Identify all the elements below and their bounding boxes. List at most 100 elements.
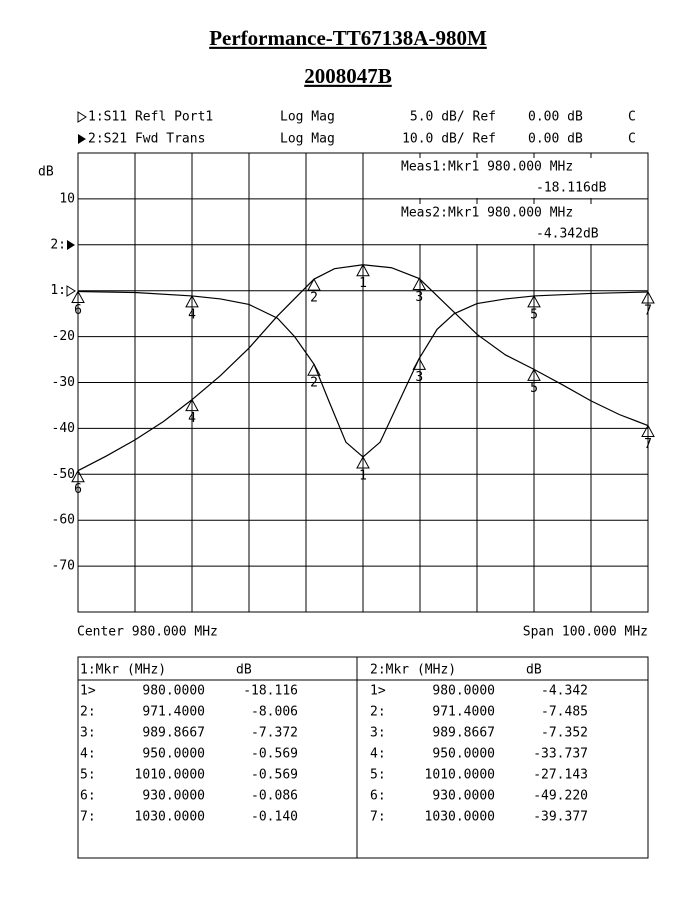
- y-axis-label: dB: [38, 165, 54, 180]
- trace1-symbol: [77, 111, 87, 123]
- table-cell: 3:: [80, 726, 96, 741]
- table-cell: 7:: [80, 810, 96, 825]
- marker-label: 5: [530, 307, 538, 322]
- subtitle: 2008047B: [304, 64, 392, 88]
- marker: [527, 368, 541, 381]
- marker-label: 7: [644, 303, 652, 318]
- trace-info: 0.00 dB: [528, 110, 583, 125]
- marker-label: 4: [188, 307, 196, 322]
- marker-label: 1: [359, 469, 367, 484]
- y-tick-label: 2:: [50, 237, 66, 252]
- table-cell: 6:: [370, 789, 386, 804]
- trace-info: C: [628, 110, 636, 125]
- table-cell: 4:: [370, 747, 386, 762]
- marker-label: 4: [188, 411, 196, 426]
- trace-info: 10.0 dB/ Ref: [402, 132, 496, 147]
- trace-info: 1:S11 Refl Port1: [88, 110, 213, 125]
- table-cell: 4:: [80, 747, 96, 762]
- table-cell: 3:: [370, 726, 386, 741]
- table-cell: -33.737: [533, 747, 588, 762]
- table-cell: -49.220: [533, 789, 588, 804]
- table-cell: 930.0000: [432, 789, 495, 804]
- table-cell: 2:: [370, 705, 386, 720]
- table-cell: 980.0000: [432, 684, 495, 699]
- marker-label: 3: [415, 290, 423, 305]
- table-cell: -7.485: [541, 705, 588, 720]
- marker: [307, 363, 321, 376]
- y-tick-label: -20: [52, 329, 75, 344]
- table-cell: 930.0000: [142, 789, 205, 804]
- table-cell: 5:: [80, 768, 96, 783]
- marker: [307, 278, 321, 291]
- table-cell: -8.006: [251, 705, 298, 720]
- center-label: Center 980.000 MHz: [77, 625, 218, 640]
- trace-info: 5.0 dB/ Ref: [410, 110, 496, 125]
- ref2-symbol: [67, 240, 75, 250]
- marker: [185, 398, 199, 412]
- trace-info: 0.00 dB: [528, 132, 583, 147]
- trace-info: Log Mag: [280, 132, 335, 147]
- marker: [641, 424, 655, 438]
- table-cell: -39.377: [533, 810, 588, 825]
- table-cell: -0.569: [251, 747, 298, 762]
- meas-value: -18.116dB: [536, 181, 607, 196]
- table-cell: 989.8667: [432, 726, 495, 741]
- table-cell: 989.8667: [142, 726, 205, 741]
- table-cell: 1010.0000: [135, 768, 205, 783]
- meas-label: Meas2:Mkr1 980.000 MHz: [401, 206, 573, 221]
- marker: [71, 469, 85, 483]
- table-cell: -18.116: [243, 684, 298, 699]
- table-cell: -0.569: [251, 768, 298, 783]
- meas-backing: [398, 158, 644, 198]
- table-cell: -4.342: [541, 684, 588, 699]
- y-tick-label: -70: [52, 559, 75, 574]
- meas-value: -4.342dB: [536, 227, 599, 242]
- table-cell: -0.140: [251, 810, 298, 825]
- table-cell: 1010.0000: [425, 768, 495, 783]
- table-cell: 5:: [370, 768, 386, 783]
- table-header: 1:Mkr (MHz): [80, 663, 166, 678]
- table-cell: -7.372: [251, 726, 298, 741]
- marker: [641, 290, 655, 304]
- marker: [412, 277, 427, 291]
- table-cell: 980.0000: [142, 684, 205, 699]
- table-cell: 1>: [80, 684, 96, 699]
- marker-label: 6: [74, 482, 82, 497]
- marker-table-frame: [77, 656, 649, 859]
- table-header: dB: [526, 663, 542, 678]
- trace-info: 2:S21 Fwd Trans: [88, 132, 205, 147]
- marker: [356, 455, 370, 469]
- table-cell: -27.143: [533, 768, 588, 783]
- marker-label: 2: [310, 291, 318, 306]
- title: Performance-TT67138A-980M: [209, 26, 487, 50]
- table-cell: 2:: [80, 705, 96, 720]
- trace2-symbol: [78, 134, 86, 144]
- meas-backing: [398, 204, 644, 244]
- y-tick-label: -50: [52, 467, 75, 482]
- table-cell: 971.4000: [432, 705, 495, 720]
- table-cell: -0.086: [251, 789, 298, 804]
- marker: [185, 294, 199, 308]
- table-cell: 7:: [370, 810, 386, 825]
- span-label: Span 100.000 MHz: [523, 625, 648, 640]
- marker-label: 3: [415, 370, 423, 385]
- marker-label: 1: [359, 276, 367, 291]
- marker-label: 7: [644, 437, 652, 452]
- marker: [356, 263, 370, 277]
- table-cell: 1030.0000: [135, 810, 205, 825]
- marker-label: 2: [310, 376, 318, 391]
- y-tick-label: 1:: [50, 283, 66, 298]
- marker: [412, 357, 427, 370]
- table-header: 2:Mkr (MHz): [370, 663, 456, 678]
- y-tick-label: 10: [59, 191, 75, 206]
- marker-label: 5: [530, 381, 538, 396]
- y-tick-label: -60: [52, 513, 75, 528]
- table-cell: 950.0000: [142, 747, 205, 762]
- trace-info: Log Mag: [280, 110, 335, 125]
- table-cell: -7.352: [541, 726, 588, 741]
- table-cell: 6:: [80, 789, 96, 804]
- marker: [527, 294, 541, 308]
- table-cell: 950.0000: [432, 747, 495, 762]
- table-cell: 971.4000: [142, 705, 205, 720]
